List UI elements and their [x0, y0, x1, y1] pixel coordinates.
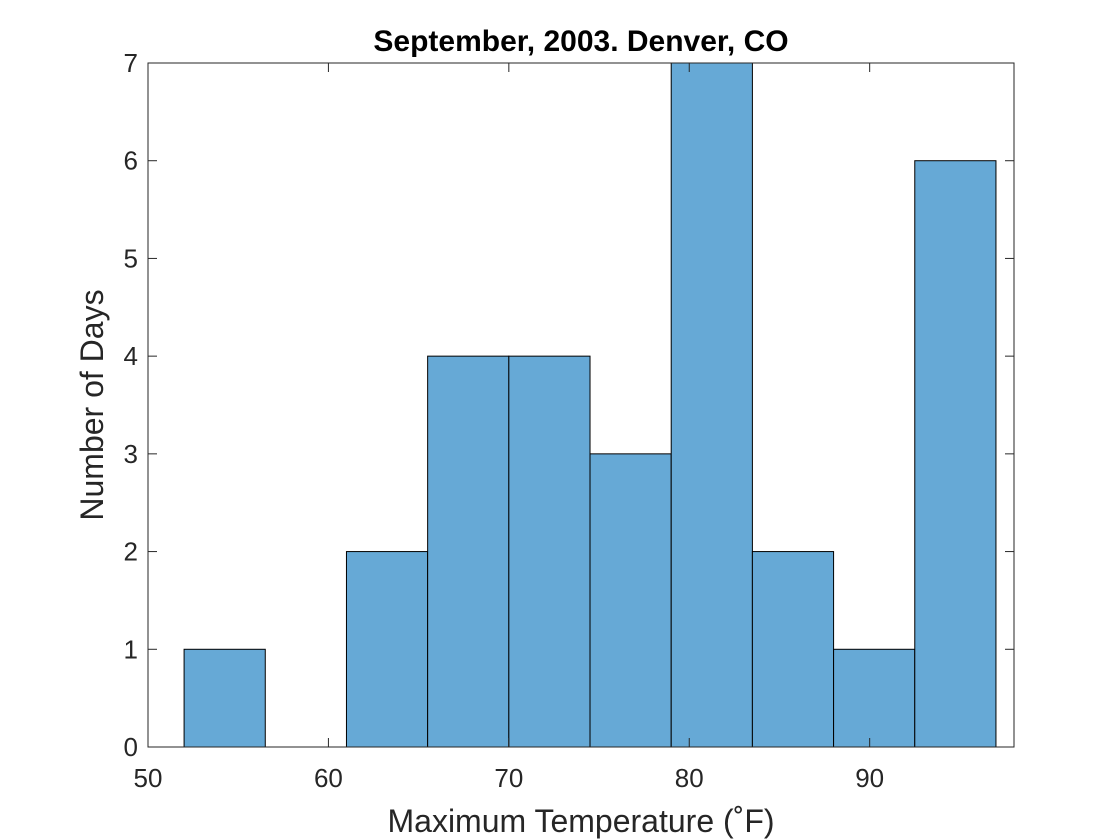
histogram-bar: [833, 648, 916, 748]
histogram-bar: [589, 453, 672, 748]
y-tick-label: 6: [124, 146, 138, 176]
y-axis-label: Number of Days: [74, 289, 110, 520]
x-tick-label: 70: [494, 763, 523, 793]
histogram-bar: [427, 355, 510, 748]
axes-frame: [147, 62, 1015, 748]
x-tick-label: 60: [314, 763, 343, 793]
axis-ticks: 50 60 70 80 90 0 1 2 3 4 5 6 7: [124, 48, 1014, 793]
y-tick-label: 5: [124, 243, 138, 273]
x-axis-label: Maximum Temperature (˚F): [387, 803, 774, 839]
chart-title: September, 2003. Denver, CO: [373, 25, 788, 58]
histogram-bars: [183, 62, 997, 748]
x-tick-label: 80: [675, 763, 704, 793]
y-tick-label: 2: [124, 537, 138, 567]
histogram-bar: [345, 551, 429, 748]
histogram-bar: [508, 355, 591, 748]
y-tick-label: 0: [124, 732, 138, 762]
histogram-bar: [914, 160, 997, 748]
y-tick-label: 3: [124, 439, 138, 469]
y-tick-label: 4: [124, 341, 138, 371]
histogram-bar: [183, 648, 266, 748]
x-tick-label: 50: [134, 763, 163, 793]
axes-box: [147, 62, 1015, 748]
y-tick-label: 7: [124, 48, 138, 78]
histogram-bar: [751, 551, 835, 748]
x-tick-label: 90: [855, 763, 884, 793]
histogram-bar: [670, 62, 753, 748]
y-tick-label: 1: [124, 634, 138, 664]
